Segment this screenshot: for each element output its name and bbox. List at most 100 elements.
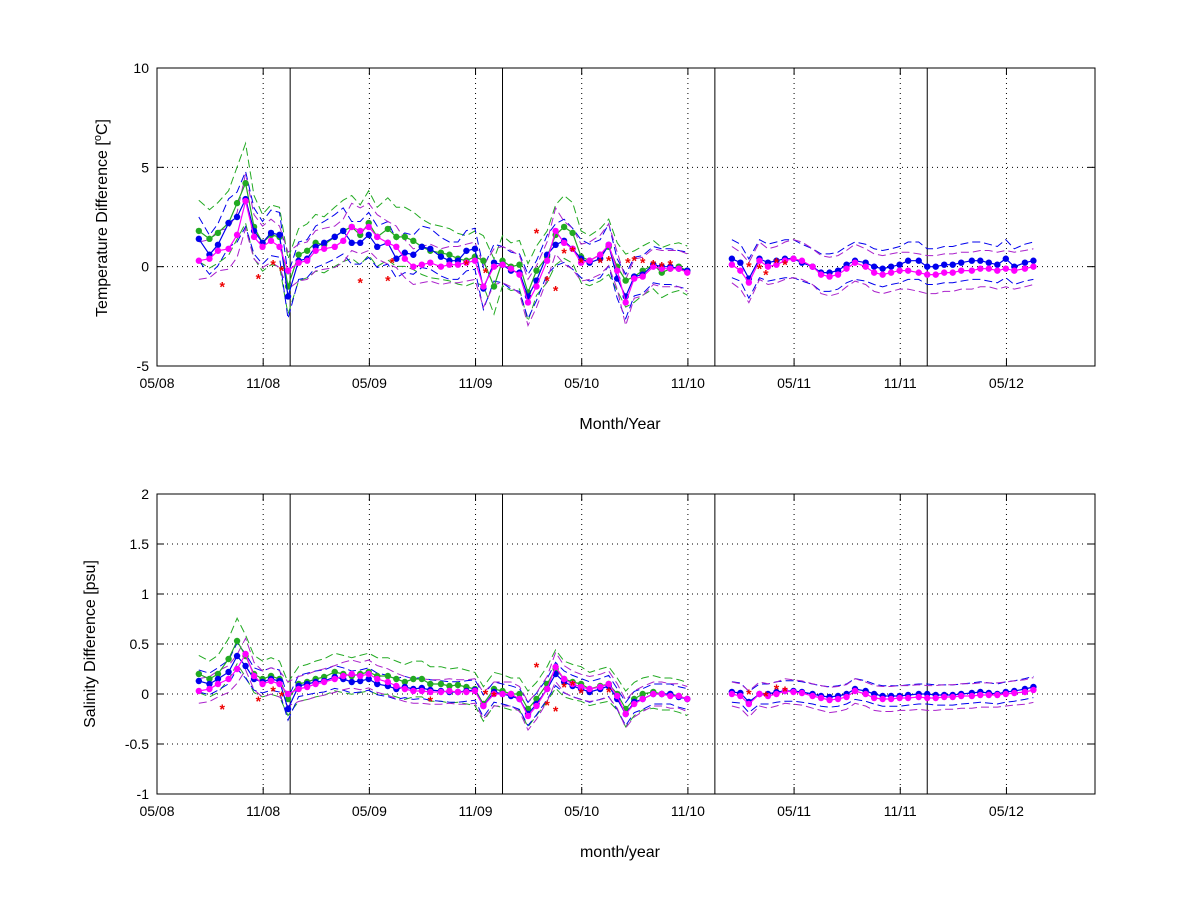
series-point: [242, 180, 249, 187]
series-point: [331, 243, 338, 250]
series-point: [533, 267, 540, 274]
series-point: [622, 277, 629, 284]
series-point: [384, 678, 392, 686]
axes-frame: [156, 67, 1096, 367]
series-point: [932, 271, 939, 278]
series-point: [340, 672, 347, 680]
series-point: [985, 265, 993, 272]
x-tick-label: 05/12: [989, 375, 1024, 391]
series-point: [809, 263, 816, 270]
series-point: [214, 675, 222, 683]
observation-point: *: [570, 677, 576, 693]
series-point: [569, 245, 576, 252]
series-point: [401, 255, 409, 262]
series-point: [480, 702, 487, 710]
series-point: [851, 687, 859, 695]
series-point: [410, 237, 417, 245]
series-point: [393, 675, 400, 683]
temperature-y-axis-label: Temperature Difference [oC]: [92, 119, 111, 317]
series-point: [348, 670, 355, 678]
series-point: [851, 259, 859, 266]
observation-point: *: [534, 659, 540, 675]
series-point: [569, 680, 576, 688]
series-point: [471, 687, 479, 695]
series-point: [463, 247, 470, 254]
series-point: [507, 690, 515, 698]
series-point: [393, 682, 400, 690]
observation-point: *: [782, 683, 788, 699]
series-point: [516, 271, 523, 278]
series-point: [994, 267, 1001, 274]
series-point: [233, 652, 241, 660]
series-point: [630, 275, 638, 282]
x-tick-label: 11/11: [884, 375, 917, 391]
series-point: [303, 257, 311, 264]
series-point: [401, 678, 409, 686]
series-point: [401, 233, 409, 241]
series-point: [437, 253, 445, 260]
series-point: [1021, 259, 1029, 266]
y-tick-label: 1.5: [130, 536, 150, 552]
series-point: [276, 231, 283, 239]
series-point: [577, 259, 585, 266]
series-point: [968, 692, 976, 700]
series-point: [977, 265, 984, 272]
series-point: [862, 263, 869, 270]
upper-band-line: [198, 173, 688, 281]
series-point: [427, 245, 434, 252]
series-point: [552, 241, 559, 249]
series-point: [284, 695, 292, 703]
series-point: [650, 690, 657, 698]
series-point: [870, 263, 878, 270]
series-point: [879, 695, 886, 703]
observation-point: *: [597, 255, 603, 271]
series-point: [463, 688, 470, 696]
series-point: [958, 267, 965, 274]
x-tick-label: 11/11: [884, 803, 917, 819]
series-point: [225, 675, 232, 683]
series-point: [596, 251, 604, 258]
series-point: [756, 690, 763, 698]
series-point: [214, 680, 222, 688]
y-tick-label: -5: [137, 358, 150, 374]
series-point: [206, 685, 213, 693]
series-point: [259, 680, 266, 688]
series-point: [667, 692, 674, 700]
series-point: [728, 690, 736, 698]
series-point: [941, 269, 948, 276]
series-point: [348, 678, 355, 686]
y-tick-label: 1: [141, 586, 149, 602]
series-point: [480, 283, 487, 290]
series-point: [737, 259, 744, 266]
series-point: [320, 678, 328, 686]
series-point: [437, 263, 445, 270]
series-point: [418, 687, 426, 695]
series-point: [586, 257, 593, 264]
series-point: [214, 247, 222, 254]
series-point: [410, 675, 417, 683]
series-point: [790, 688, 797, 696]
series-point: [242, 662, 249, 670]
series-point: [267, 677, 275, 685]
series-point: [915, 693, 922, 701]
series-point: [206, 675, 213, 683]
observation-point: *: [578, 255, 584, 271]
series-point: [284, 690, 292, 698]
series-point: [904, 267, 912, 274]
x-tick-label: 05/10: [564, 375, 599, 391]
observation-point: *: [561, 679, 567, 695]
y-tick-label: -0.5: [125, 736, 149, 752]
x-tick-label: 05/09: [352, 375, 387, 391]
series-point: [490, 283, 498, 290]
series-point: [437, 680, 445, 688]
observation-point: *: [782, 257, 788, 273]
series-point: [639, 695, 646, 703]
series-point: [932, 694, 939, 702]
series-point: [276, 680, 283, 688]
observation-point: *: [219, 279, 225, 295]
series-point: [737, 267, 744, 274]
salinity-y-axis-label: Salinity Difference [psu]: [82, 560, 99, 728]
